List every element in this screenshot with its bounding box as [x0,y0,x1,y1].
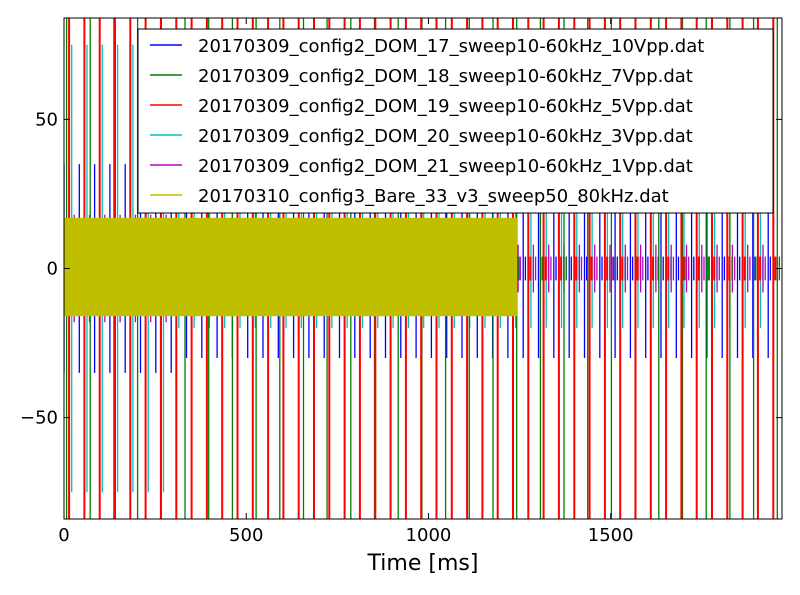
y-tick-label: −50 [20,408,58,429]
legend-label: 20170309_config2_DOM_20_sweep10-60kHz_3V… [198,126,693,147]
series-band-6 [64,217,518,317]
legend-label: 20170309_config2_DOM_21_sweep10-60kHz_1V… [198,156,693,177]
x-axis-label: Time [ms] [367,551,479,576]
plot-area [64,18,781,519]
legend-label: 20170310_config3_Bare_33_v3_sweep50_80kH… [198,186,669,207]
y-tick-label: 50 [35,109,58,130]
legend-label: 20170309_config2_DOM_17_sweep10-60kHz_10… [198,36,704,57]
x-tick-label: 500 [229,525,263,546]
legend-label: 20170309_config2_DOM_19_sweep10-60kHz_5V… [198,96,693,117]
y-tick-label: 0 [47,259,58,280]
x-tick-label: 1500 [588,525,634,546]
legend: 20170309_config2_DOM_17_sweep10-60kHz_10… [137,28,774,214]
x-tick-label: 1000 [406,525,452,546]
legend-box [137,28,774,214]
legend-label: 20170309_config2_DOM_18_sweep10-60kHz_7V… [198,66,693,87]
x-tick-label: 0 [58,525,69,546]
